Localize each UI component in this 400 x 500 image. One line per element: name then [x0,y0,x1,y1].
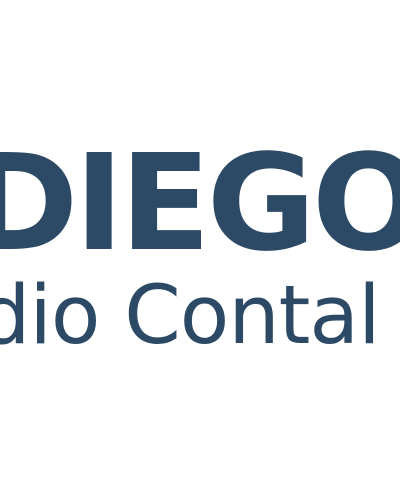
logo-line-subtitle: dio Contal [0,269,381,363]
logo-line-name: DIEGO [0,127,400,281]
